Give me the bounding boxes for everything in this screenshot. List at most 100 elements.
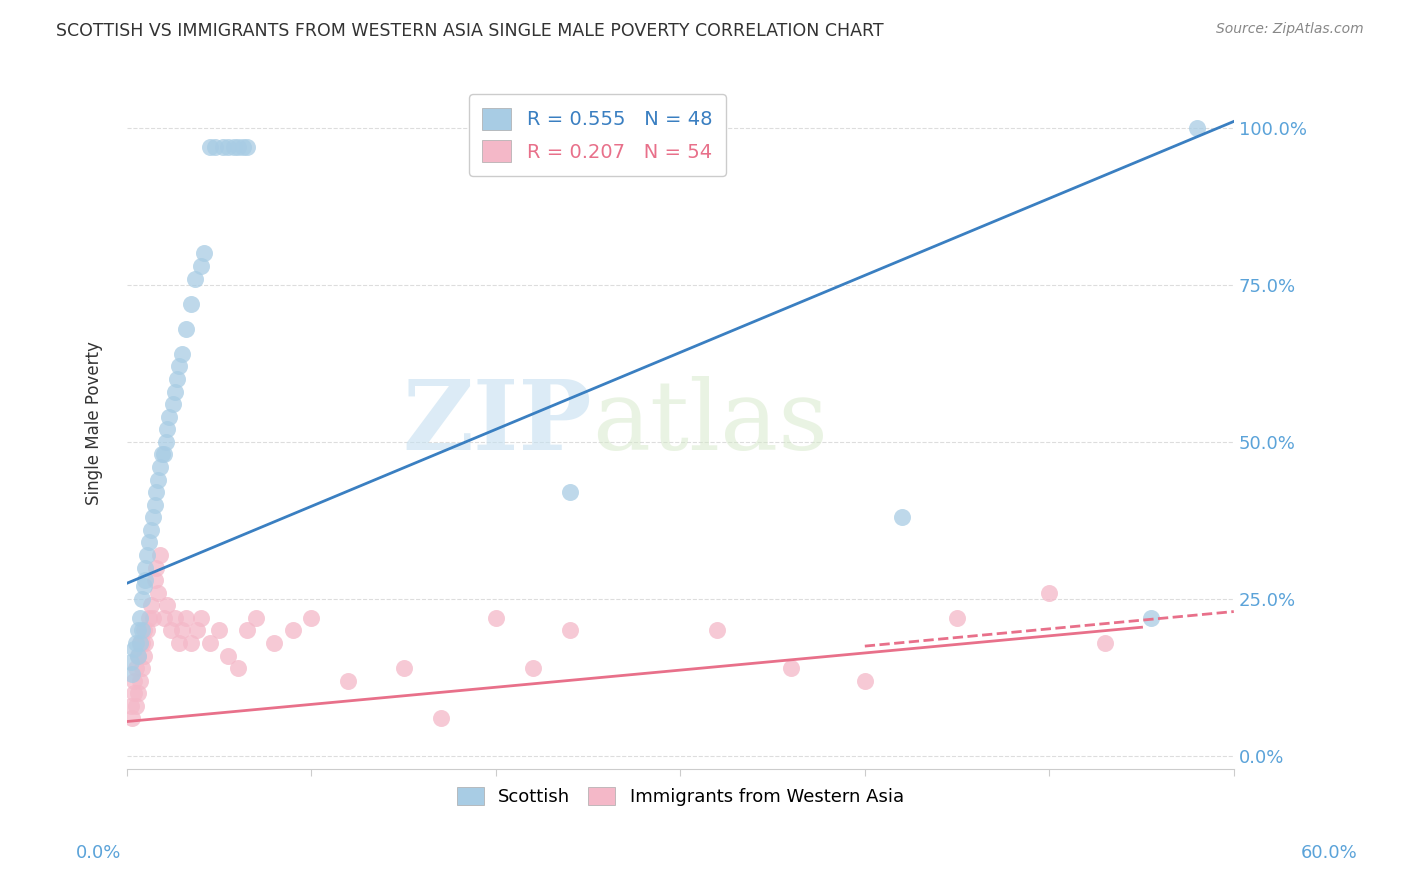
- Point: [890, 510, 912, 524]
- Point: [232, 139, 254, 153]
- Point: [134, 560, 156, 574]
- Point: [149, 548, 172, 562]
- Point: [132, 648, 155, 663]
- Point: [127, 624, 149, 638]
- Point: [946, 611, 969, 625]
- Point: [131, 624, 153, 638]
- Text: Source: ZipAtlas.com: Source: ZipAtlas.com: [1216, 22, 1364, 37]
- Point: [132, 624, 155, 638]
- Point: [145, 560, 167, 574]
- Text: SCOTTISH VS IMMIGRANTS FROM WESTERN ASIA SINGLE MALE POVERTY CORRELATION CHART: SCOTTISH VS IMMIGRANTS FROM WESTERN ASIA…: [56, 22, 884, 40]
- Point: [558, 485, 581, 500]
- Point: [190, 259, 212, 273]
- Point: [148, 473, 170, 487]
- Point: [172, 347, 194, 361]
- Point: [281, 624, 304, 638]
- Point: [1038, 585, 1060, 599]
- Point: [706, 624, 728, 638]
- Point: [148, 585, 170, 599]
- Point: [125, 661, 148, 675]
- Point: [204, 139, 226, 153]
- Point: [156, 599, 179, 613]
- Point: [217, 139, 239, 153]
- Point: [163, 611, 186, 625]
- Text: ZIP: ZIP: [402, 376, 592, 470]
- Point: [163, 384, 186, 399]
- Point: [222, 139, 245, 153]
- Point: [245, 611, 267, 625]
- Point: [208, 624, 231, 638]
- Point: [134, 573, 156, 587]
- Point: [558, 624, 581, 638]
- Point: [174, 322, 197, 336]
- Point: [217, 648, 239, 663]
- Point: [174, 611, 197, 625]
- Point: [226, 139, 249, 153]
- Point: [522, 661, 544, 675]
- Point: [155, 434, 177, 449]
- Point: [429, 711, 451, 725]
- Point: [153, 611, 176, 625]
- Point: [138, 611, 160, 625]
- Point: [125, 698, 148, 713]
- Point: [1185, 120, 1208, 135]
- Point: [190, 611, 212, 625]
- Point: [226, 661, 249, 675]
- Point: [167, 636, 190, 650]
- Point: [136, 624, 159, 638]
- Point: [128, 673, 150, 688]
- Point: [149, 460, 172, 475]
- Y-axis label: Single Male Poverty: Single Male Poverty: [86, 341, 103, 505]
- Point: [127, 686, 149, 700]
- Point: [157, 409, 180, 424]
- Point: [128, 636, 150, 650]
- Point: [853, 673, 876, 688]
- Point: [198, 636, 221, 650]
- Point: [172, 624, 194, 638]
- Point: [138, 535, 160, 549]
- Point: [136, 548, 159, 562]
- Point: [128, 636, 150, 650]
- Point: [180, 636, 202, 650]
- Point: [127, 648, 149, 663]
- Point: [132, 579, 155, 593]
- Legend: Scottish, Immigrants from Western Asia: Scottish, Immigrants from Western Asia: [447, 778, 912, 815]
- Point: [198, 139, 221, 153]
- Point: [131, 661, 153, 675]
- Point: [236, 139, 259, 153]
- Point: [193, 246, 215, 260]
- Point: [263, 636, 285, 650]
- Point: [162, 397, 184, 411]
- Point: [156, 422, 179, 436]
- Point: [124, 673, 146, 688]
- Point: [120, 698, 142, 713]
- Point: [124, 642, 146, 657]
- Point: [121, 711, 143, 725]
- Point: [125, 636, 148, 650]
- Point: [780, 661, 803, 675]
- Point: [120, 655, 142, 669]
- Point: [131, 636, 153, 650]
- Point: [131, 592, 153, 607]
- Point: [142, 611, 165, 625]
- Point: [143, 573, 166, 587]
- Point: [160, 624, 183, 638]
- Point: [124, 686, 146, 700]
- Point: [211, 139, 233, 153]
- Point: [127, 648, 149, 663]
- Point: [392, 661, 415, 675]
- Point: [139, 599, 162, 613]
- Point: [167, 359, 190, 374]
- Point: [337, 673, 360, 688]
- Point: [134, 636, 156, 650]
- Point: [236, 624, 259, 638]
- Point: [180, 296, 202, 310]
- Point: [153, 447, 176, 461]
- Point: [150, 447, 173, 461]
- Point: [128, 611, 150, 625]
- Point: [143, 498, 166, 512]
- Point: [139, 523, 162, 537]
- Point: [299, 611, 322, 625]
- Point: [145, 485, 167, 500]
- Text: 60.0%: 60.0%: [1301, 844, 1357, 862]
